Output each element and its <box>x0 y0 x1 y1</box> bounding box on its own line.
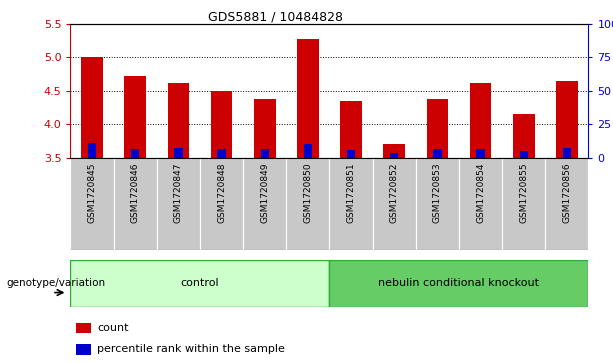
Text: count: count <box>97 323 129 333</box>
Bar <box>157 158 200 250</box>
Bar <box>124 76 146 158</box>
Bar <box>330 158 373 250</box>
Bar <box>261 149 269 158</box>
Bar <box>304 144 312 158</box>
Text: GSM1720846: GSM1720846 <box>131 163 140 223</box>
Bar <box>459 158 502 250</box>
Bar <box>218 149 226 158</box>
Text: GSM1720850: GSM1720850 <box>303 163 313 223</box>
Text: GSM1720847: GSM1720847 <box>174 163 183 223</box>
Bar <box>113 158 157 250</box>
Bar <box>556 81 577 158</box>
Bar <box>243 158 286 250</box>
Text: genotype/variation: genotype/variation <box>6 278 105 288</box>
Text: GSM1720849: GSM1720849 <box>261 163 269 223</box>
Bar <box>297 39 319 158</box>
Text: GSM1720851: GSM1720851 <box>346 163 356 223</box>
Bar <box>470 83 492 158</box>
Text: GSM1720848: GSM1720848 <box>217 163 226 223</box>
Text: nebulin conditional knockout: nebulin conditional knockout <box>378 278 539 288</box>
Bar <box>70 158 113 250</box>
Bar <box>476 149 485 158</box>
Text: control: control <box>181 278 219 288</box>
Text: GSM1720853: GSM1720853 <box>433 163 442 223</box>
Bar <box>254 99 275 158</box>
Bar <box>167 83 189 158</box>
Bar <box>330 260 588 307</box>
Bar <box>520 151 528 158</box>
Bar <box>340 101 362 158</box>
Bar <box>88 143 96 158</box>
Text: GSM1720854: GSM1720854 <box>476 163 485 223</box>
Text: GSM1720845: GSM1720845 <box>88 163 97 223</box>
Bar <box>390 153 398 158</box>
Bar <box>70 260 330 307</box>
Bar <box>563 148 571 158</box>
Bar <box>286 158 330 250</box>
Bar <box>416 158 459 250</box>
Bar <box>211 91 232 158</box>
Text: GSM1720855: GSM1720855 <box>519 163 528 223</box>
Bar <box>82 57 103 158</box>
Text: GDS5881 / 10484828: GDS5881 / 10484828 <box>208 11 343 24</box>
Text: GSM1720852: GSM1720852 <box>390 163 398 223</box>
Text: GSM1720856: GSM1720856 <box>562 163 571 223</box>
Text: percentile rank within the sample: percentile rank within the sample <box>97 344 285 354</box>
Bar <box>75 344 91 355</box>
Bar <box>546 158 588 250</box>
Bar <box>373 158 416 250</box>
Bar <box>347 150 355 158</box>
Bar <box>433 149 441 158</box>
Bar <box>513 114 535 158</box>
Bar <box>200 158 243 250</box>
Bar <box>427 99 448 158</box>
Bar <box>384 144 405 158</box>
Bar <box>174 148 183 158</box>
Bar <box>75 323 91 333</box>
Bar <box>502 158 546 250</box>
Bar <box>131 149 139 158</box>
